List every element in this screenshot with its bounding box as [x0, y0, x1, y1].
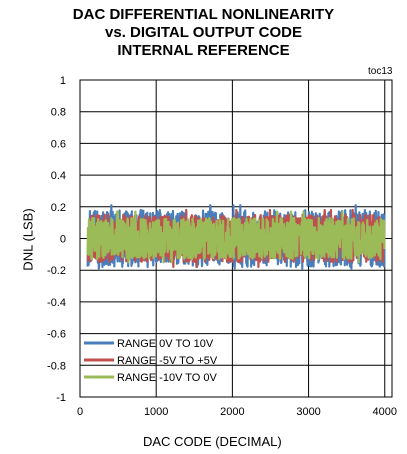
y-tick-label-4: 0.2 [51, 202, 66, 214]
x-tick-label-1: 1000 [144, 406, 168, 418]
chart-title-line-1: DAC DIFFERENTIAL NONLINEARITY [72, 6, 335, 23]
legend-label-1: RANGE -5V TO +5V [117, 355, 218, 367]
y-tick-label-9: -0.8 [47, 360, 66, 372]
y-tick-label-5: 0 [60, 234, 66, 246]
y-tick-label-6: -0.2 [47, 265, 66, 277]
series-line-1 [86, 208, 386, 269]
x-tick-label-4: 4000 [373, 406, 397, 418]
y-tick-label-0: 1 [60, 75, 66, 87]
chart-title-line-2: vs. DIGITAL OUTPUT CODE [105, 24, 302, 41]
y-tick-label-2: 0.6 [51, 138, 66, 150]
x-axis-title: DAC CODE (DECIMAL) [143, 434, 282, 449]
y-tick-label-7: -0.4 [47, 297, 66, 309]
x-tick-label-2: 2000 [220, 406, 244, 418]
chart-title-line-3: INTERNAL REFERENCE [117, 42, 290, 59]
x-tick-label-0: 0 [77, 406, 83, 418]
legend-label-0: RANGE 0V TO 10V [117, 338, 214, 350]
chart-annotation: toc13 [368, 66, 393, 77]
y-tick-label-10: -1 [56, 392, 66, 404]
y-axis-title: DNL (LSB) [20, 208, 36, 271]
series-line-2 [86, 210, 386, 264]
plot-frame [79, 79, 393, 398]
legend-label-2: RANGE -10V TO 0V [117, 372, 218, 384]
x-tick-label-3: 3000 [296, 406, 320, 418]
y-tick-label-1: 0.8 [51, 107, 66, 119]
y-tick-label-3: 0.4 [51, 170, 66, 182]
y-tick-label-8: -0.6 [47, 329, 66, 341]
